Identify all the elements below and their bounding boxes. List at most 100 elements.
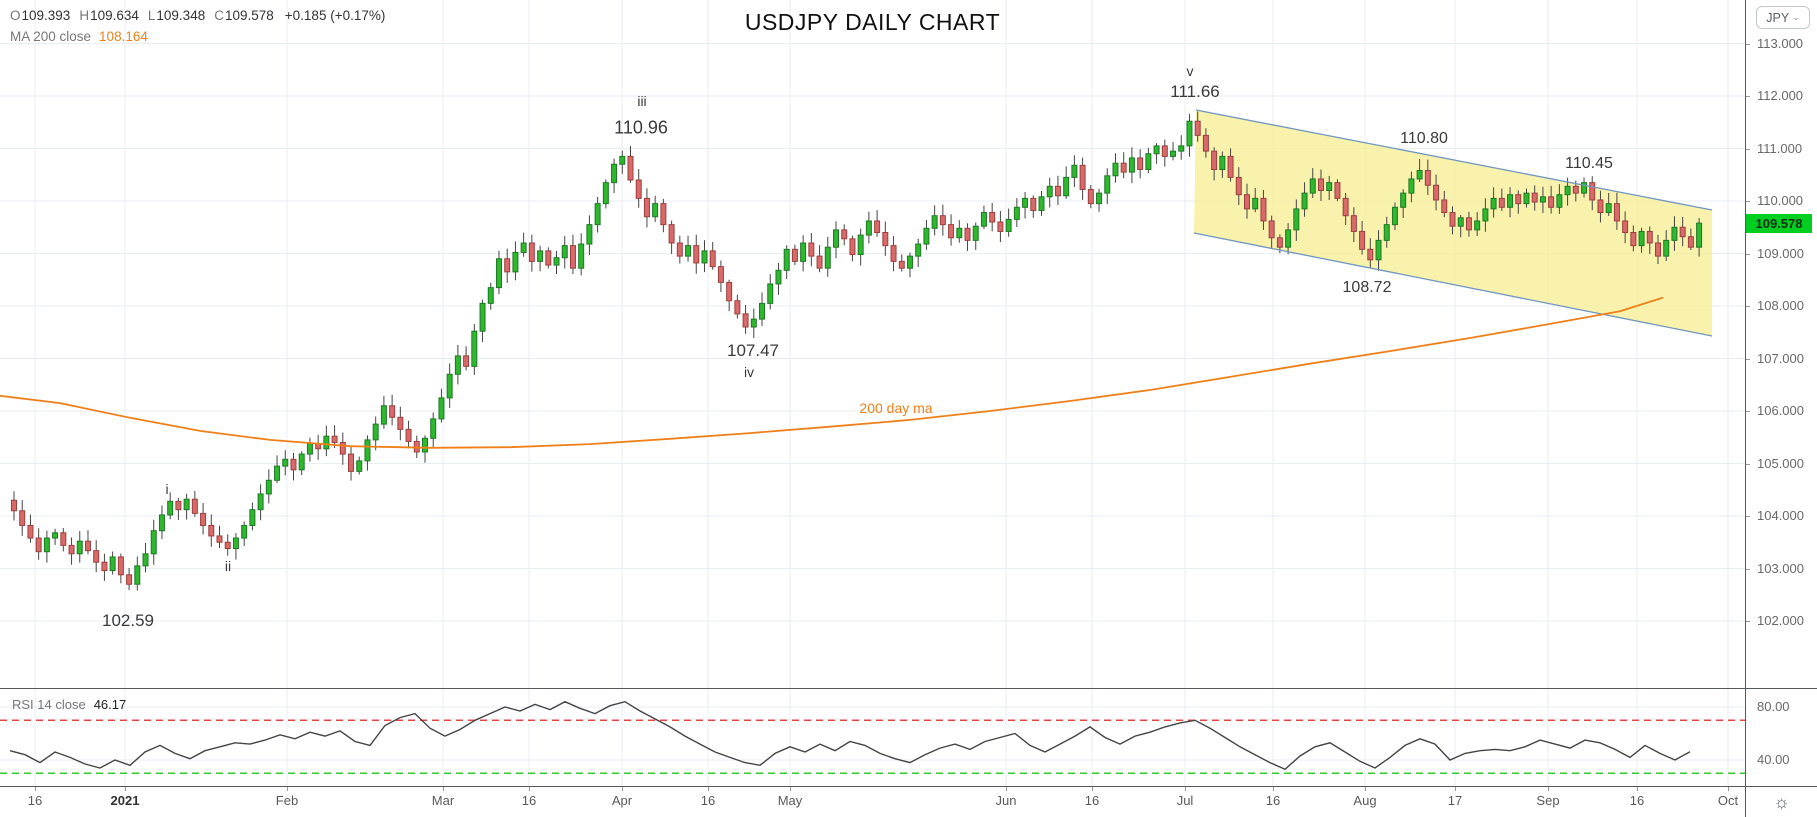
price-tick-label: 108.000 <box>1757 298 1804 313</box>
candle-up <box>298 453 305 471</box>
time-tick-mark <box>1273 787 1274 791</box>
candle-up <box>183 498 190 511</box>
candle-up <box>323 435 330 450</box>
time-tick-mark <box>790 787 791 791</box>
candle-up <box>438 397 445 420</box>
candle-up <box>865 220 872 236</box>
candle-up <box>980 212 987 227</box>
candle-up <box>134 565 141 585</box>
candle-down <box>11 499 17 512</box>
price-tick-label: 103.000 <box>1757 560 1804 576</box>
time-tick-label: Apr <box>611 793 633 808</box>
candle-up <box>1038 196 1045 211</box>
candle-up <box>1170 150 1177 157</box>
candle-up <box>430 418 437 439</box>
candle-up <box>759 302 766 320</box>
pane-separator-main-rsi[interactable] <box>0 688 1817 689</box>
rsi-pane[interactable] <box>0 689 1745 786</box>
candle-down <box>84 540 91 552</box>
candle-up <box>1490 197 1497 210</box>
candle-up <box>1375 239 1382 261</box>
candle-up <box>142 553 149 567</box>
candle-up <box>265 479 272 495</box>
price-tick-mark <box>1746 411 1750 412</box>
candle-down <box>569 245 576 269</box>
candle-down <box>19 510 26 526</box>
currency-dropdown-button[interactable]: JPY ⌄ <box>1756 6 1810 29</box>
candle-down <box>726 281 733 302</box>
candle-up <box>1581 182 1588 194</box>
channel-bottom-line[interactable] <box>1193 232 1713 337</box>
candle-down <box>997 221 1004 232</box>
time-tick-mark <box>287 787 288 791</box>
ma200-line[interactable] <box>0 296 1664 449</box>
candle-up <box>487 287 494 304</box>
candle-down <box>1679 226 1686 238</box>
candle-down <box>1276 237 1283 248</box>
candle-up <box>1178 145 1185 152</box>
channel-top-line[interactable] <box>1195 109 1713 211</box>
gear-icon[interactable]: ☼ <box>1773 792 1790 812</box>
candle-up <box>1523 192 1530 205</box>
axis-settings-cell: ☼ <box>1746 787 1817 817</box>
candle-up <box>150 530 157 555</box>
rsi-tick-label: 80.00 <box>1757 699 1790 714</box>
candle-down <box>1211 150 1218 170</box>
main-price-pane[interactable] <box>0 0 1745 688</box>
price-tick-mark <box>1746 148 1750 150</box>
candle-down <box>27 524 34 539</box>
time-tick-label: 17 <box>1447 793 1463 808</box>
candle-up <box>249 509 256 526</box>
candle-down <box>709 250 716 268</box>
candle-up <box>1005 218 1012 232</box>
candle-up <box>594 203 601 226</box>
candle-up <box>306 443 313 455</box>
candle-up <box>1186 120 1193 147</box>
time-tick-mark <box>1637 787 1638 791</box>
time-tick-label: May <box>777 793 803 808</box>
candle-down <box>808 242 815 257</box>
low-label: L <box>147 8 156 23</box>
candle-up <box>652 203 659 218</box>
price-tick-label: 105.000 <box>1757 455 1804 471</box>
candle-up <box>454 355 461 375</box>
ohlc-legend: O109.393 H109.634 L109.348 C109.578 +0.185 (… <box>10 8 385 23</box>
candle-up <box>685 245 692 257</box>
candle-down <box>882 232 889 247</box>
ma-legend: MA 200 close 108.164 <box>10 29 148 44</box>
candle-up <box>109 556 116 572</box>
candle-down <box>117 556 124 576</box>
candle-up <box>857 234 864 256</box>
candle-down <box>1589 182 1596 201</box>
time-tick-mark <box>622 787 623 791</box>
candle-down <box>791 248 798 262</box>
candle-up <box>833 229 839 248</box>
close-value: 109.578 <box>224 8 274 23</box>
candle-up <box>1605 203 1612 214</box>
candle-down <box>1572 185 1579 194</box>
candle-down <box>939 215 946 226</box>
pane-separator-rsi-time[interactable] <box>0 786 1817 787</box>
price-axis[interactable]: 113.000 112.000 111.000 110.000 109.000 108.0… <box>1746 0 1817 688</box>
candle-up <box>923 227 930 245</box>
candle-down <box>890 245 897 262</box>
candle-up <box>1457 217 1464 227</box>
candle-up <box>232 537 239 550</box>
candle-up <box>619 155 626 165</box>
candle-up <box>446 373 453 399</box>
time-axis[interactable]: 16 2021 Feb Mar 16 Apr 16 May Jun 16 Jul 16 Aug 17 Sep… <box>0 787 1745 817</box>
chevron-down-icon: ⌄ <box>1792 12 1800 22</box>
time-tick-label: Aug <box>1353 793 1377 808</box>
candle-up <box>1556 194 1563 208</box>
time-tick-mark <box>1006 787 1007 791</box>
candle-up <box>1153 145 1160 155</box>
rsi-axis[interactable]: 80.00 40.00 <box>1746 689 1817 786</box>
candle-down <box>1194 120 1201 136</box>
candle-up <box>1408 178 1415 194</box>
candle-down <box>389 405 396 418</box>
candle-up <box>364 439 371 462</box>
axis-separator-vertical <box>1745 0 1746 817</box>
candle-up <box>1071 164 1078 178</box>
candle-down <box>1597 199 1604 214</box>
candle-up <box>783 248 790 271</box>
